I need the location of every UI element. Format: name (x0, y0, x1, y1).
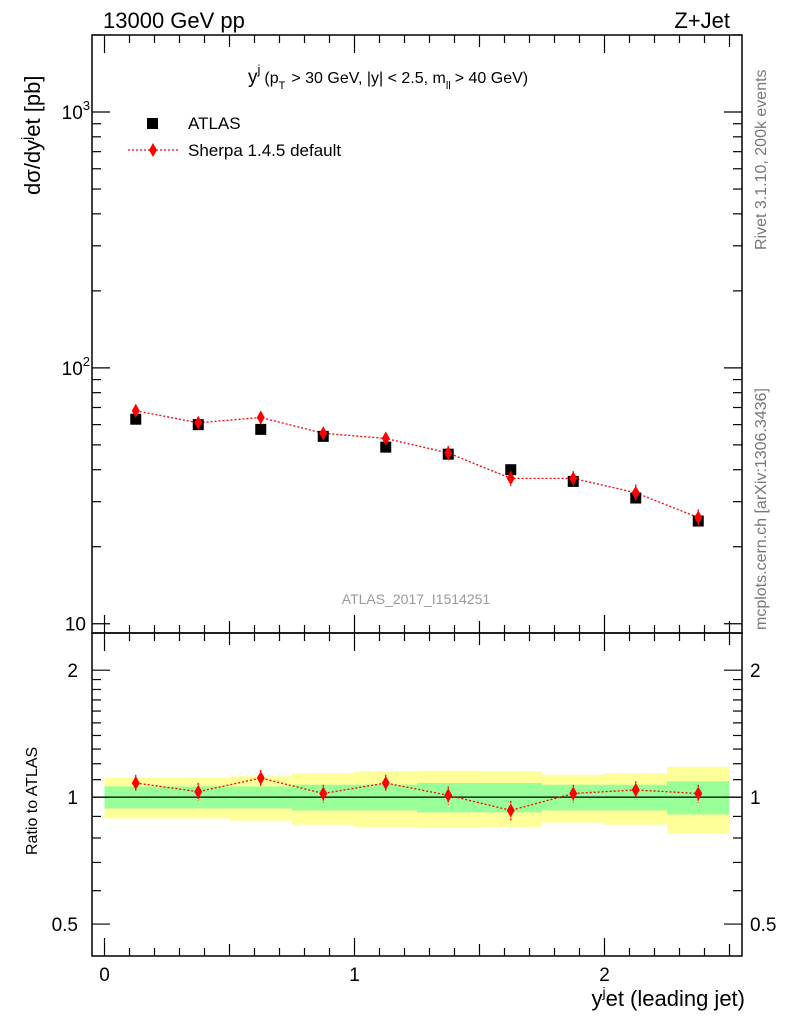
main-y-tick-label: 10 (65, 615, 86, 636)
title-detail-sub-2: ll (446, 80, 451, 92)
title-detail-3: > 40 GeV) (455, 70, 528, 87)
atlas-point (380, 441, 392, 453)
legend: ATLAS Sherpa 1.4.5 default (128, 114, 341, 160)
title-detail-2: > 30 GeV, |y| < 2.5, m (291, 70, 445, 87)
ratio-data-layer (131, 769, 703, 821)
ratio-y-tick-label-right: 2 (750, 661, 761, 682)
header-energy-label: 13000 GeV pp (103, 8, 245, 33)
ratio-y-ticks: 0.5 0.5 1 1 2 2 (52, 661, 777, 936)
ratio-sherpa-point (319, 786, 328, 801)
analysis-watermark: ATLAS_2017_I1514251 (342, 591, 491, 607)
ratio-uncertainty-bands (92, 766, 742, 834)
main-data-layer (130, 403, 704, 527)
main-y-tick-label: 102 (62, 354, 90, 380)
sherpa-point (694, 510, 703, 525)
main-y-axis-label: dσ/dyjet [pb] (18, 76, 45, 195)
ratio-y-tick-label-right: 1 (750, 788, 761, 809)
main-x-ticks (103, 35, 731, 633)
sherpa-point (256, 410, 265, 425)
legend-sherpa-label: Sherpa 1.4.5 default (188, 141, 341, 160)
title-main: y (248, 67, 258, 88)
atlas-point (130, 413, 142, 425)
ratio-sherpa-point (631, 782, 640, 797)
legend-atlas-marker (147, 118, 158, 129)
legend-sherpa-marker (149, 143, 157, 157)
sherpa-point (444, 445, 453, 460)
x-tick-label: 1 (349, 965, 360, 986)
title-detail-sub-1: T (279, 80, 286, 92)
ratio-y-tick-label-left: 1 (67, 788, 78, 809)
rivet-version-label: Rivet 3.1.10, 200k events (753, 69, 770, 250)
ratio-sherpa-point (506, 803, 515, 818)
ratio-y-tick-label-left: 2 (67, 661, 78, 682)
sherpa-point (131, 403, 140, 418)
sherpa-point (381, 431, 390, 446)
ratio-y-tick-label-left: 0.5 (52, 915, 78, 936)
atlas-point (255, 423, 267, 435)
ratio-panel-frame (91, 632, 743, 957)
sherpa-point (569, 471, 578, 486)
ratio-sherpa-point (381, 776, 390, 791)
ratio-y-tick-label-right: 0.5 (750, 915, 776, 936)
header-process-label: Z+Jet (674, 8, 730, 33)
main-y-tick-label: 103 (62, 98, 90, 124)
atlas-point (505, 464, 517, 476)
legend-atlas-label: ATLAS (188, 114, 241, 133)
x-axis-label: yjet (leading jet) (591, 984, 745, 1011)
mcplots-label: mcplots.cern.ch [arXiv:1306.3436] (753, 388, 770, 630)
x-tick-label: 2 (599, 965, 610, 986)
ratio-y-axis-label: Ratio to ATLAS (24, 747, 41, 855)
title-superscript: j (257, 62, 261, 77)
ratio-sherpa-point (694, 786, 703, 801)
ratio-sherpa-point (256, 771, 265, 786)
sherpa-point (319, 426, 328, 441)
ratio-sherpa-point (444, 788, 453, 803)
x-tick-label: 0 (99, 965, 110, 986)
ratio-sherpa-point (194, 784, 203, 799)
sherpa-point (506, 471, 515, 486)
ratio-sherpa-point (131, 776, 140, 791)
plot-title: yj(pT > 30 GeV, |y| < 2.5, mll > 40 GeV) (248, 62, 528, 92)
sherpa-line (135, 410, 699, 519)
main-y-ticks: 10 102 103 (62, 34, 742, 636)
ratio-x-ticks: 0 1 2 (99, 633, 731, 986)
sherpa-point (194, 415, 203, 430)
title-detail-1: (p (264, 70, 278, 87)
ratio-sherpa-point (569, 786, 578, 801)
sherpa-point (631, 485, 640, 500)
